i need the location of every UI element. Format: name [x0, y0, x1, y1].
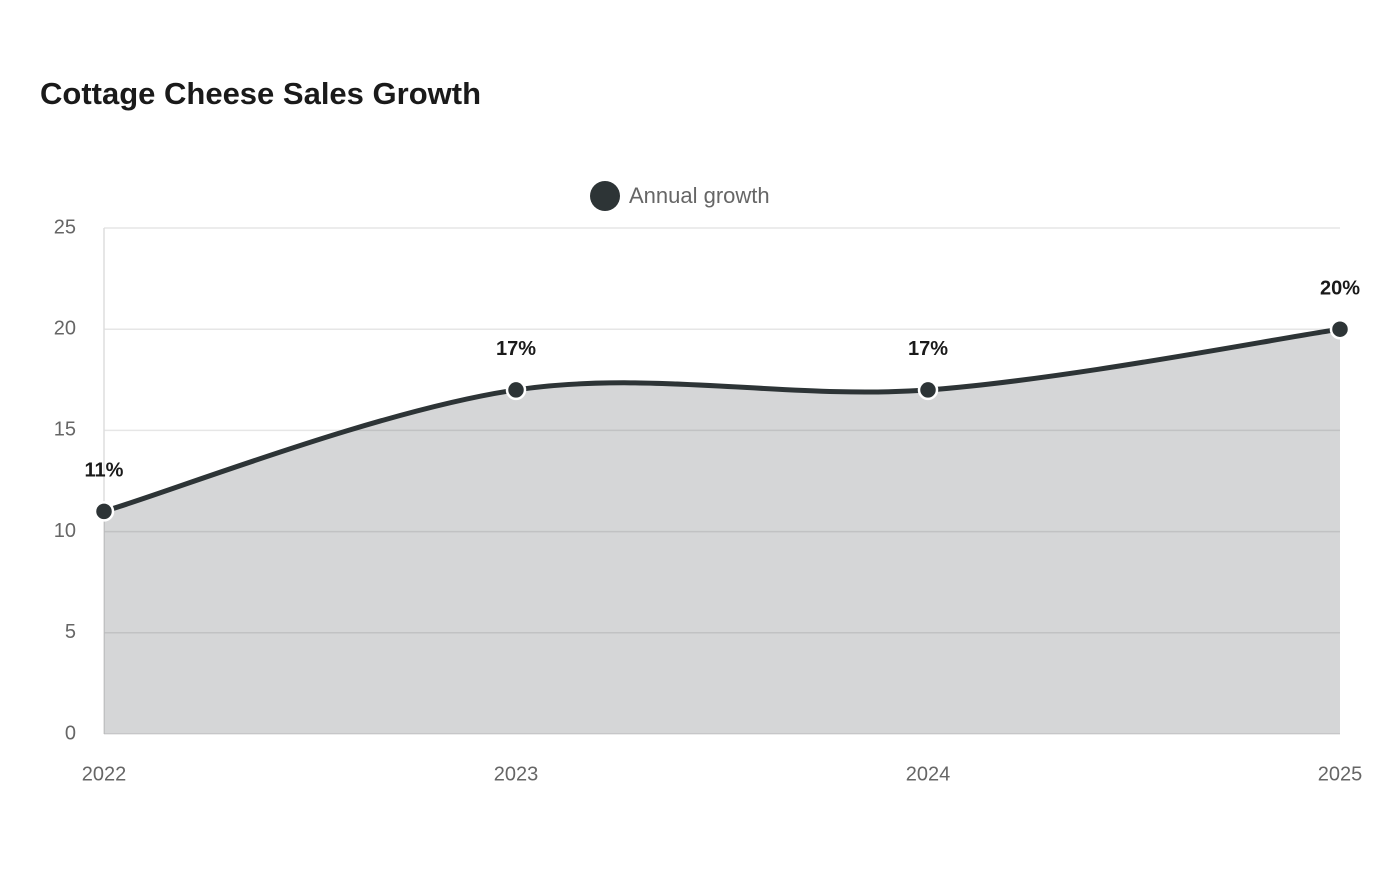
area [104, 329, 1340, 734]
x-tick-label: 2024 [906, 763, 951, 785]
y-tick-label: 0 [65, 722, 76, 744]
y-tick-label: 20 [54, 317, 76, 339]
point [917, 379, 939, 401]
x-tick-label: 2023 [494, 763, 539, 785]
legend-marker [590, 181, 620, 211]
y-tick-label: 15 [54, 419, 76, 441]
line [103, 326, 1341, 514]
value-label: 17% [908, 338, 948, 360]
chart-title: Cottage Cheese Sales Growth [40, 76, 481, 111]
value-label: 20% [1320, 277, 1360, 299]
y-tick-label: 25 [54, 216, 76, 238]
legend-label: Annual growth [629, 183, 770, 208]
x-tick-label: 2025 [1318, 763, 1363, 785]
point [505, 379, 527, 401]
x-tick-label: 2022 [82, 763, 127, 785]
value-label: 17% [496, 338, 536, 360]
point [1329, 318, 1351, 340]
value-label: 11% [85, 460, 124, 482]
y-tick-label: 5 [65, 621, 76, 643]
y-tick-label: 10 [54, 520, 76, 542]
point [93, 501, 115, 522]
